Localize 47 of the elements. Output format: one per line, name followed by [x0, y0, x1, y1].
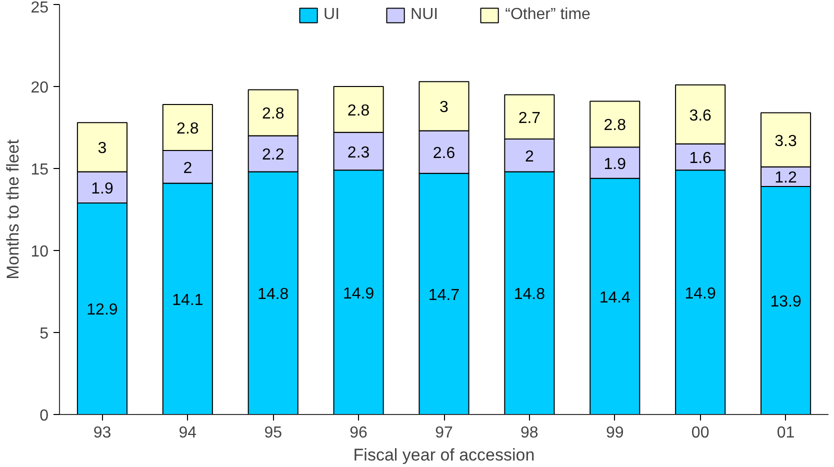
data-label: 14.9	[342, 285, 374, 302]
data-label: 2.8	[176, 120, 199, 138]
data-label: 1.2	[774, 170, 797, 187]
x-tick-label: 00	[691, 424, 710, 442]
y-axis-title: Months to the fleet	[4, 139, 23, 280]
x-tick-label: 99	[606, 424, 624, 442]
data-label: 2	[524, 148, 534, 166]
data-label: 14.9	[684, 285, 716, 302]
data-label: 3	[98, 140, 107, 158]
y-tick-label: 15	[30, 162, 49, 178]
legend-label: “Other” time	[505, 6, 590, 24]
data-label: 3.6	[689, 107, 712, 124]
data-label: 3.3	[774, 132, 797, 150]
data-label: 1.9	[91, 180, 114, 198]
data-label: 12.9	[86, 302, 118, 319]
x-axis-title: Fiscal year of accession	[353, 446, 535, 464]
data-label: 1.9	[604, 156, 626, 173]
x-tick-label: 98	[520, 424, 538, 442]
data-label: 3	[440, 99, 449, 116]
legend-label: NUI	[410, 6, 438, 24]
data-label: 13.9	[770, 294, 802, 311]
data-label: 2.8	[604, 117, 626, 134]
x-tick-label: 94	[178, 424, 197, 442]
x-tick-label: 96	[350, 424, 368, 442]
x-tick-label: 97	[435, 424, 453, 442]
data-label: 1.6	[689, 150, 712, 168]
y-tick-label: 20	[30, 80, 49, 96]
data-label: 2	[183, 160, 192, 177]
y-tick-label: 25	[30, 0, 49, 16]
data-label: 14.4	[599, 289, 631, 306]
data-label: 2.7	[518, 110, 541, 127]
data-label: 2.2	[262, 146, 284, 164]
data-label: 2.8	[262, 106, 284, 123]
y-tick-label: 5	[40, 326, 49, 342]
data-label: 14.8	[514, 286, 546, 304]
y-tick-label: 10	[30, 244, 49, 260]
data-label: 14.1	[172, 292, 204, 309]
data-label: 14.7	[428, 286, 460, 304]
data-label: 14.8	[258, 286, 289, 304]
legend-label: UI	[324, 6, 341, 24]
data-label: 2.8	[347, 102, 370, 120]
y-tick-label: 0	[40, 408, 49, 424]
data-label: 2.6	[432, 145, 456, 162]
x-tick-label: 95	[264, 424, 282, 442]
x-tick-label: 01	[776, 424, 795, 442]
x-tick-label: 93	[93, 424, 112, 442]
data-label: 2.3	[347, 144, 370, 162]
